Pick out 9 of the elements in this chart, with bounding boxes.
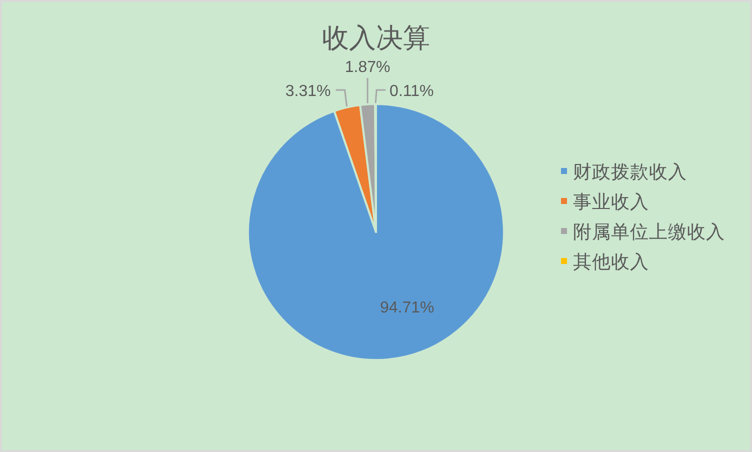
legend-label: 其他收入 bbox=[573, 251, 649, 272]
data-label: 1.87% bbox=[344, 59, 390, 76]
chart-title: 收入决算 bbox=[322, 23, 430, 53]
data-label: 3.31% bbox=[285, 83, 331, 100]
data-label: 94.71% bbox=[380, 299, 434, 316]
legend-label: 财政拨款收入 bbox=[573, 161, 687, 182]
legend-label: 事业收入 bbox=[573, 191, 649, 212]
data-label: 0.11% bbox=[390, 83, 434, 100]
legend-label: 附属单位上缴收入 bbox=[573, 221, 725, 242]
